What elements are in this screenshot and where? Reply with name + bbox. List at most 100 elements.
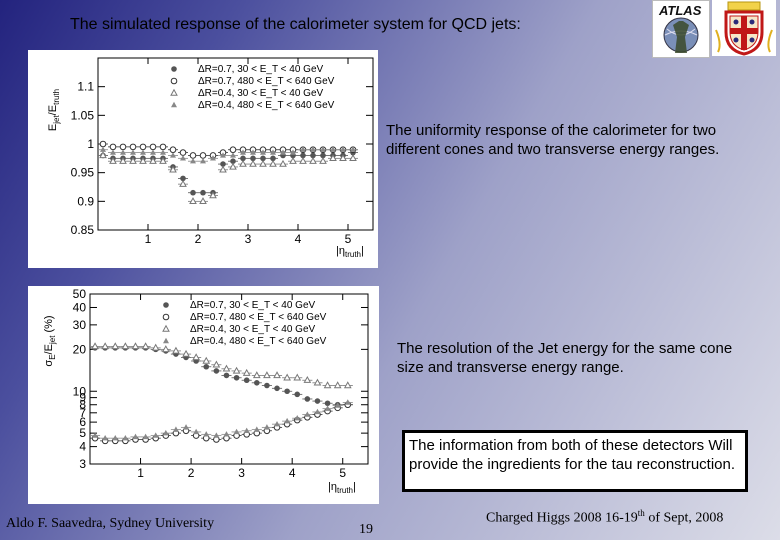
data-point: [169, 165, 177, 173]
data-point: [300, 146, 306, 152]
data-point: [269, 159, 277, 167]
data-point: [210, 155, 216, 161]
legend-marker: [171, 66, 177, 72]
data-point: [314, 398, 321, 404]
data-point: [189, 152, 197, 159]
data-point: [229, 146, 237, 154]
data-point: [333, 381, 342, 389]
data-point: [213, 368, 220, 374]
y-tick-label: 20: [73, 342, 87, 356]
data-point: [284, 417, 291, 424]
data-point: [250, 149, 256, 155]
data-point: [303, 376, 312, 383]
data-point: [230, 152, 236, 158]
y-axis-label: Ejet/Etruth: [47, 89, 61, 131]
data-point: [243, 377, 250, 384]
data-point: [274, 385, 280, 392]
data-point: [199, 197, 207, 205]
data-point: [240, 149, 246, 155]
data-point: [320, 152, 326, 159]
tau-reconstruction-note: The information from both of these detec…: [402, 430, 748, 492]
data-point: [264, 382, 270, 389]
data-point: [160, 149, 166, 155]
data-point: [120, 149, 126, 155]
y-tick-label: 7: [79, 406, 86, 420]
data-point: [150, 149, 156, 155]
data-point: [270, 155, 276, 162]
data-point: [252, 371, 261, 379]
x-tick-label: 2: [188, 466, 195, 480]
data-point: [121, 342, 130, 350]
data-point: [180, 175, 186, 182]
data-point: [140, 149, 146, 155]
data-point: [250, 155, 256, 162]
data-point: [263, 371, 271, 379]
page-number: 19: [359, 522, 373, 537]
data-point: [179, 149, 187, 156]
data-point: [294, 391, 301, 398]
data-point: [310, 146, 316, 152]
data-point: [139, 156, 147, 164]
data-point: [99, 140, 107, 148]
y-tick-label: 8: [79, 398, 86, 412]
data-point: [260, 155, 266, 162]
y-tick-label: 0.95: [71, 166, 95, 180]
data-point: [299, 156, 307, 164]
data-point: [152, 432, 159, 438]
data-point: [293, 373, 302, 381]
y-tick-label: 6: [79, 415, 86, 429]
footer-conference-post: of Sept, 2008: [644, 510, 724, 526]
legend-label: ΔR=0.7, 480 < E_T < 640 GeV: [198, 76, 335, 87]
data-point: [149, 143, 157, 151]
data-point: [190, 158, 196, 164]
legend-marker: [162, 313, 170, 321]
data-point: [263, 424, 270, 430]
x-tick-label: 3: [245, 232, 252, 246]
legend-marker: [163, 337, 169, 344]
resolution-plot: 1 2 3 4 5 3 4 5 6 7 8 9 10 20 30 40 50 ΔR=0.7, 30 < E_T …: [28, 286, 379, 504]
data-point: [243, 427, 250, 433]
data-point: [320, 146, 326, 152]
data-point: [279, 159, 287, 167]
data-point: [242, 368, 251, 376]
data-point: [119, 143, 127, 151]
data-point: [232, 366, 241, 374]
data-point: [223, 431, 230, 437]
data-point: [100, 146, 106, 152]
data-point: [230, 158, 236, 164]
data-point: [192, 353, 200, 361]
data-point: [131, 342, 140, 350]
data-point: [132, 433, 139, 440]
legend-label: ΔR=0.4, 480 < E_T < 640 GeV: [198, 100, 335, 111]
y-tick-label: 3: [79, 457, 86, 471]
data-point: [314, 408, 321, 415]
data-point: [290, 149, 296, 155]
data-point: [349, 154, 357, 162]
note-text: The information from both of these detec…: [409, 437, 736, 473]
data-point: [212, 360, 221, 368]
uniformity-plot: 1 2 3 4 5 0.85 0.9 0.95 1 1.05 1.1 ΔR=0.7, 30 < E_…: [28, 50, 378, 268]
data-point: [203, 431, 210, 437]
y-tick-label: 40: [73, 300, 87, 314]
data-point: [254, 380, 260, 386]
data-point: [324, 405, 331, 411]
data-point: [233, 374, 240, 381]
data-point: [99, 151, 107, 159]
data-point: [172, 426, 179, 432]
data-point: [180, 155, 186, 161]
data-point: [280, 149, 286, 155]
legend-label: ΔR=0.7, 480 < E_T < 640 GeV: [190, 312, 327, 323]
data-point: [339, 154, 347, 162]
svg-text:ATLAS: ATLAS: [658, 3, 702, 18]
legend-label: ΔR=0.7, 30 < E_T < 40 GeV: [198, 64, 324, 75]
data-point: [109, 143, 117, 151]
data-point: [313, 378, 322, 386]
data-point: [270, 149, 276, 155]
data-point: [159, 156, 167, 164]
legend-marker: [171, 101, 177, 108]
data-point: [190, 189, 196, 196]
data-point: [324, 400, 331, 407]
resolution-description: The resolution of the Jet energy for the…: [397, 340, 733, 376]
data-point: [350, 146, 356, 152]
data-point: [223, 372, 230, 379]
